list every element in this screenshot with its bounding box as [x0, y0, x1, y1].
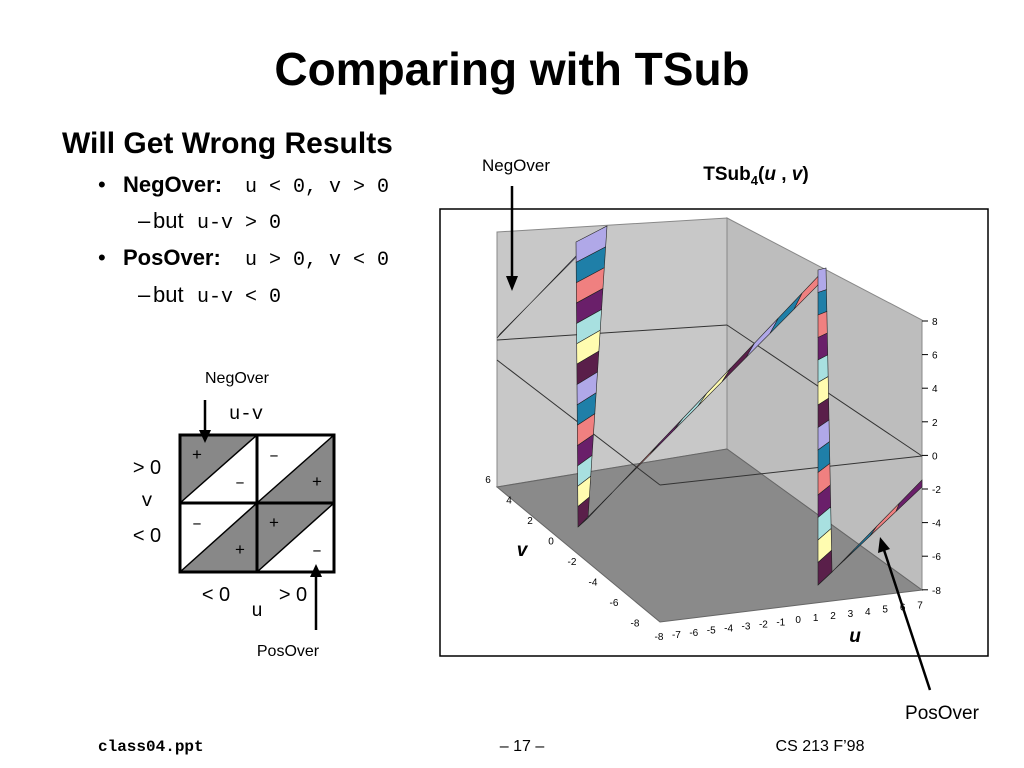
sign: –: [235, 474, 245, 493]
bullet-label: NegOver:: [123, 172, 222, 197]
bullet-dot: •: [98, 172, 106, 197]
title-part: u: [764, 164, 776, 185]
surface-band: [817, 289, 828, 316]
u-tick-label: 2: [830, 611, 836, 622]
sub-text: but: [153, 208, 184, 233]
surface-band: [895, 479, 923, 512]
z-tick-label: 0: [932, 451, 938, 462]
u-tick-label: -4: [724, 624, 733, 635]
sign: +: [235, 542, 245, 561]
sign: –: [192, 515, 202, 534]
u-tick-label: 3: [848, 609, 854, 620]
row-label: > 0: [133, 457, 161, 479]
pos-over-label: PosOver: [905, 703, 980, 724]
col-label: < 0: [202, 584, 230, 606]
top-label: u-v: [229, 403, 263, 425]
v-tick-label: -2: [568, 557, 577, 568]
v-tick-label: 6: [485, 475, 491, 486]
u-tick-label: 5: [882, 605, 888, 616]
neg-over-label: NegOver: [205, 370, 270, 387]
sign-diagram: + – – + – + + – NegOver u-v > 0 v < 0 < …: [133, 370, 336, 660]
row-label: < 0: [133, 525, 161, 547]
arrowhead: [199, 430, 211, 443]
sub-code: u-v < 0: [197, 286, 281, 309]
v-tick-label: 4: [506, 496, 512, 507]
z-tick-label: 8: [932, 317, 938, 328]
u-tick-label: -3: [742, 622, 751, 633]
footer-left: class04.ppt: [98, 738, 204, 756]
bullet-label: PosOver:: [123, 245, 221, 270]
footer-right: CS 213 F’98: [776, 738, 865, 755]
z-tick-label: -4: [932, 519, 941, 530]
arrowhead: [310, 564, 322, 577]
arrowhead: [506, 276, 518, 291]
heading: Will Get Wrong Results: [62, 127, 393, 160]
bullet-code: u < 0, v > 0: [245, 176, 389, 199]
surface-band: [817, 267, 827, 293]
z-tick-label: 6: [932, 351, 938, 362]
title-part: ): [802, 164, 808, 185]
footer-center: – 17 –: [500, 738, 545, 755]
bullet-dot: •: [98, 245, 106, 270]
u-tick-label: -5: [707, 626, 716, 637]
bullets: • NegOver: u < 0, v > 0 – but u-v > 0 • …: [98, 172, 389, 309]
plot-title: TSub4(u , v): [703, 164, 808, 188]
title-part: v: [792, 164, 804, 185]
z-tick-label: -6: [932, 552, 941, 563]
v-axis-label: v: [517, 540, 529, 561]
sign: –: [312, 542, 322, 561]
v-tick-label: 0: [548, 537, 554, 548]
v-label: v: [141, 490, 152, 512]
col-label: > 0: [279, 584, 307, 606]
u-tick-label: 1: [813, 613, 819, 624]
z-tick-label: -8: [932, 586, 941, 597]
dash: –: [138, 282, 151, 307]
dash: –: [138, 208, 151, 233]
v-tick-label: -4: [589, 578, 598, 589]
z-tick-label: 2: [932, 418, 938, 429]
sign: +: [312, 474, 322, 493]
surface: [496, 225, 923, 586]
title-part: ,: [776, 164, 792, 185]
sub-code: u-v > 0: [197, 212, 281, 235]
back-wall: [496, 217, 728, 488]
u-tick-label: -1: [776, 617, 785, 628]
v-tick-label: -8: [631, 619, 640, 630]
u-tick-label: 7: [917, 601, 923, 612]
bullet-code: u > 0, v < 0: [245, 249, 389, 272]
sign: +: [192, 447, 202, 466]
sub-text: but: [153, 282, 184, 307]
u-axis-label: u: [849, 626, 861, 647]
v-tick-label: 2: [527, 516, 533, 527]
arrowhead: [878, 537, 890, 553]
u-tick-label: 4: [865, 607, 871, 618]
neg-over-label: NegOver: [482, 156, 550, 175]
z-tick-label: 4: [932, 384, 938, 395]
title-subscript: 4: [751, 173, 759, 188]
u-tick-label: -8: [655, 632, 664, 643]
u-tick-label: 0: [795, 615, 801, 626]
u-label: u: [251, 600, 262, 622]
slide-title: Comparing with TSub: [274, 43, 749, 95]
title-part: TSub: [703, 164, 751, 185]
sign: +: [269, 515, 279, 534]
arrow: [882, 549, 932, 691]
z-tick-label: -2: [932, 485, 941, 496]
u-tick-label: -2: [759, 619, 768, 630]
surface-plot: TSub4(u , v) NegOver 86420-2-4-6-86420-2…: [439, 156, 989, 724]
u-tick-label: -6: [689, 628, 698, 639]
sign: –: [269, 447, 279, 466]
u-tick-label: -7: [672, 630, 681, 641]
diagonals: [179, 434, 335, 573]
title-part: (: [758, 164, 765, 185]
pos-over-label: PosOver: [257, 643, 320, 660]
v-tick-label: -6: [610, 598, 619, 609]
